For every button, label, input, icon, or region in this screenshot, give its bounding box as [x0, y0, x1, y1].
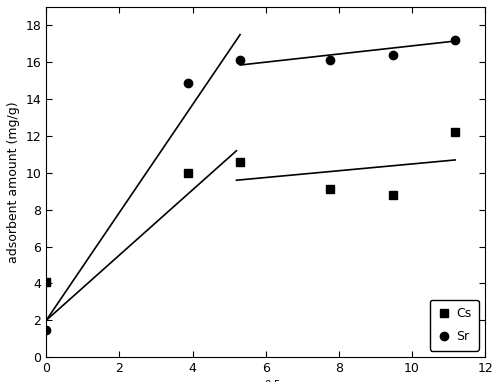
Sr — [452, 38, 458, 42]
Sr — [390, 53, 396, 57]
Sr — [185, 80, 191, 85]
Sr — [326, 58, 332, 63]
Line: Sr: Sr — [42, 36, 460, 334]
Sr — [43, 327, 49, 332]
Cs — [390, 193, 396, 197]
Y-axis label: adsorbent amount (mg/g): adsorbent amount (mg/g) — [7, 101, 20, 263]
Sr — [236, 58, 242, 63]
Text: 0.5: 0.5 — [264, 380, 280, 382]
Cs — [236, 160, 242, 164]
Cs — [43, 279, 49, 284]
Line: Cs: Cs — [42, 128, 460, 286]
Cs — [326, 187, 332, 192]
Cs — [185, 170, 191, 175]
Legend: Cs, Sr: Cs, Sr — [430, 300, 479, 351]
Cs — [452, 130, 458, 134]
